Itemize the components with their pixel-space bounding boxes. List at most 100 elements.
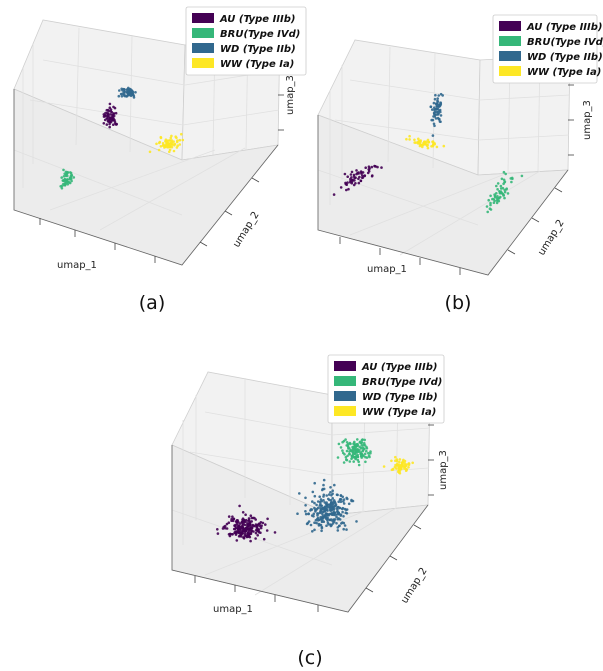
point-wd — [344, 508, 348, 512]
point-bru — [354, 444, 358, 447]
point-bru — [368, 455, 371, 459]
point-wd — [343, 524, 347, 527]
point-au — [376, 165, 379, 169]
point-bru — [356, 458, 360, 462]
point-wd — [322, 478, 326, 482]
point-wd — [324, 508, 327, 512]
point-wd — [304, 512, 308, 516]
point-wd — [330, 523, 333, 527]
point-wd — [315, 503, 318, 507]
point-bru — [72, 176, 76, 179]
point-bru — [64, 174, 68, 178]
chart-panel-b: umap_1 umap_2 umap_3 AU (Type IIIb) BRU(T… — [317, 14, 603, 314]
point-wd — [329, 508, 333, 511]
point-wd — [334, 504, 338, 507]
point-wd — [330, 513, 334, 516]
point-bru — [363, 442, 366, 445]
point-bru — [363, 438, 367, 442]
point-wd — [319, 516, 322, 519]
point-au — [232, 527, 236, 531]
legend-swatch-bru — [499, 36, 521, 46]
point-au — [105, 108, 109, 112]
point-bru — [487, 198, 491, 202]
point-ww — [417, 137, 420, 141]
point-bru — [489, 203, 492, 207]
point-ww — [427, 140, 431, 144]
point-wd — [329, 486, 332, 489]
point-bru — [348, 450, 351, 453]
point-wd — [432, 111, 436, 115]
point-wd — [309, 523, 313, 527]
point-ww — [395, 467, 398, 470]
point-wd — [311, 500, 314, 503]
point-bru — [68, 178, 71, 181]
point-bru — [345, 444, 349, 447]
point-au — [104, 111, 107, 115]
point-ww — [398, 471, 402, 475]
point-ww — [395, 459, 399, 463]
y-axis-label: umap_2 — [536, 218, 566, 258]
point-wd — [128, 93, 131, 97]
point-au — [254, 531, 258, 535]
point-ww — [426, 138, 430, 142]
point-wd — [307, 512, 310, 516]
point-bru — [60, 176, 63, 179]
point-wd — [311, 530, 314, 533]
point-bru — [364, 460, 367, 464]
legend-swatch-wd — [499, 51, 521, 61]
point-wd — [429, 105, 433, 108]
point-wd — [338, 524, 341, 528]
point-wd — [322, 483, 325, 487]
point-wd — [436, 116, 440, 120]
point-bru — [502, 170, 506, 174]
point-au — [112, 123, 115, 126]
legend-label-bru: BRU(Type IVd) — [362, 377, 442, 388]
point-au — [350, 178, 354, 182]
point-wd — [439, 110, 442, 114]
point-au — [230, 517, 233, 521]
point-au — [345, 183, 349, 186]
point-ww — [155, 142, 158, 146]
caption-a: (a) — [139, 292, 165, 314]
point-au — [216, 532, 220, 535]
point-au — [242, 537, 246, 540]
point-ww — [157, 148, 161, 152]
legend-label-bru: BRU(Type IVd) — [220, 29, 300, 40]
point-wd — [332, 507, 335, 511]
point-ww — [391, 468, 395, 471]
point-wd — [313, 506, 316, 510]
point-au — [245, 535, 249, 539]
point-wd — [339, 500, 343, 504]
point-ww — [158, 141, 161, 145]
point-wd — [313, 494, 317, 498]
point-au — [249, 539, 252, 543]
point-au — [112, 117, 115, 120]
point-bru — [360, 456, 364, 459]
point-au — [228, 532, 232, 536]
point-ww — [382, 465, 386, 468]
point-wd — [316, 516, 320, 520]
legend-swatch-au — [192, 13, 214, 23]
point-wd — [433, 115, 437, 118]
point-ww — [425, 140, 428, 143]
point-bru — [70, 174, 74, 177]
point-au — [363, 174, 366, 178]
point-au — [273, 531, 277, 534]
chart-panel-c: umap_1 umap_2 umap_3 AU (Type IIIb) BRU(T… — [171, 354, 449, 669]
point-ww — [166, 145, 169, 149]
point-wd — [298, 492, 301, 495]
point-bru — [359, 447, 363, 450]
caption-b: (b) — [445, 292, 472, 314]
point-au — [350, 170, 354, 174]
point-au — [370, 165, 374, 169]
point-bru — [495, 192, 498, 195]
point-au — [254, 537, 257, 540]
point-au — [361, 174, 364, 177]
legend-label-au: AU (Type IIIb) — [219, 14, 295, 25]
scatter-points-c — [216, 438, 415, 543]
point-wd — [436, 100, 440, 103]
caption-c: (c) — [297, 647, 322, 669]
point-wd — [431, 134, 435, 137]
point-bru — [341, 440, 344, 444]
